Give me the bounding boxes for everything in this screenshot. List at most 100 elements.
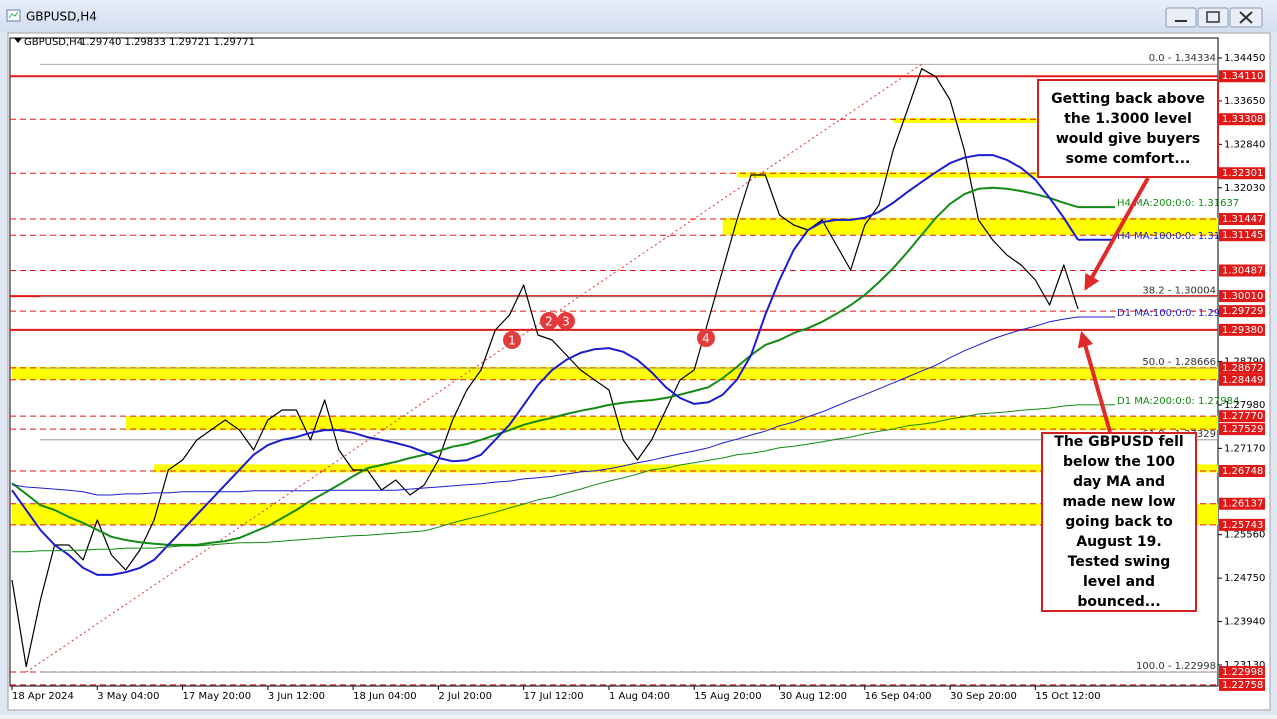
price-label-box: [1219, 305, 1265, 318]
maximize-icon: [1206, 11, 1220, 23]
price-label-box: [1219, 464, 1265, 477]
y-tick-label: 1.32840: [1224, 139, 1265, 150]
price-label: 1.26748: [1222, 466, 1263, 477]
y-tick-label: 1.34450: [1224, 53, 1265, 64]
x-tick-label: 15 Oct 12:00: [1035, 691, 1100, 702]
price-label-box: [1219, 167, 1265, 180]
info-ohlc: 1.29740 1.29833 1.29721 1.29771: [80, 37, 255, 48]
x-tick-label: 18 Apr 2024: [12, 691, 74, 702]
y-tick-label: 1.33650: [1224, 96, 1265, 107]
price-label: 1.27529: [1222, 424, 1263, 435]
price-label-box: [1219, 410, 1265, 423]
y-tick-label: 1.32030: [1224, 183, 1265, 194]
x-tick-label: 2 Jul 20:00: [438, 691, 492, 702]
price-label: 1.33308: [1222, 114, 1263, 125]
price-label-box: [1219, 497, 1265, 510]
price-label: 1.32301: [1222, 168, 1263, 179]
support-zone: [722, 217, 1218, 235]
price-line: [11, 68, 1079, 668]
price-label: 1.28449: [1222, 375, 1263, 386]
price-label-box: [1219, 290, 1265, 303]
price-label-box: [1219, 264, 1265, 277]
maximize-button[interactable]: [1197, 7, 1229, 28]
fib-label: 50.0 - 1.28666: [1142, 357, 1216, 368]
support-zone: [12, 366, 1218, 380]
x-tick-label: 17 May 20:00: [183, 691, 252, 702]
x-tick-label: 30 Sep 20:00: [950, 691, 1017, 702]
ma-label: H4 MA:200:0:0: 1.31637: [1117, 198, 1239, 209]
marker: [557, 312, 575, 330]
x-tick-label: 18 Jun 04:00: [353, 691, 417, 702]
marker-label: 3: [562, 315, 570, 329]
price-label: 1.28672: [1222, 363, 1263, 374]
price-label: 1.25743: [1222, 520, 1263, 531]
x-tick-label: 16 Sep 04:00: [865, 691, 932, 702]
x-tick-label: 17 Jul 12:00: [524, 691, 584, 702]
y-tick-label: 1.24750: [1224, 573, 1265, 584]
support-zone: [736, 172, 1218, 178]
fib-label: 0.0 - 1.34334: [1149, 53, 1216, 64]
price-label: 1.29729: [1222, 306, 1263, 317]
annotation: Getting back above the 1.3000 level woul…: [1037, 79, 1219, 178]
window-title: GBPUSD,H4: [26, 10, 97, 24]
annotation: The GBPUSD fell below the 100 day MA and…: [1041, 432, 1197, 612]
y-tick-label: 1.27170: [1224, 443, 1265, 454]
price-label-box: [1219, 70, 1265, 83]
fib-label: 38.2 - 1.30004: [1142, 285, 1216, 296]
price-label: 1.22998: [1222, 667, 1263, 678]
support-zone: [125, 416, 1218, 431]
ma-label: D1 MA:100:0:0: 1.29616: [1117, 308, 1239, 319]
price-label-box: [1219, 113, 1265, 126]
arrow: [1084, 177, 1150, 291]
y-tick-label: 1.25560: [1224, 530, 1265, 541]
price-label: 1.26137: [1222, 499, 1263, 510]
x-tick-label: 3 Jun 12:00: [268, 691, 325, 702]
price-label: 1.27770: [1222, 411, 1263, 422]
marker-label: 2: [545, 315, 553, 329]
arrow: [1077, 330, 1112, 433]
close-icon: [1239, 11, 1253, 24]
moving-average: [12, 404, 1079, 553]
price-label-box: [1219, 423, 1265, 436]
price-label-box: [1219, 229, 1265, 242]
minimize-button[interactable]: [1165, 7, 1197, 28]
x-tick-label: 15 Aug 20:00: [694, 691, 761, 702]
price-label-box: [1219, 518, 1265, 531]
info-symbol: GBPUSD,H4: [24, 37, 83, 48]
price-label-box: [1219, 213, 1265, 226]
price-label: 1.30487: [1222, 265, 1263, 276]
marker-label: 4: [702, 332, 710, 346]
x-tick-label: 3 May 04:00: [97, 691, 159, 702]
moving-average: [11, 316, 1079, 496]
moving-average: [11, 154, 1079, 576]
title-bar: [0, 0, 1277, 32]
y-tick-label: 1.23130: [1224, 660, 1265, 671]
fib-label: 100.0 - 1.22998: [1136, 661, 1216, 672]
x-tick-label: 30 Aug 12:00: [780, 691, 847, 702]
price-label-box: [1219, 373, 1265, 386]
price-label: 1.31145: [1222, 230, 1263, 241]
price-label: 1.22758: [1222, 680, 1263, 691]
price-label-box: [1219, 361, 1265, 374]
ma-label: D1 MA:200:0:0: 1.27984: [1117, 396, 1239, 407]
price-label-box: [1219, 323, 1265, 336]
x-tick-label: 1 Aug 04:00: [609, 691, 670, 702]
price-label: 1.29380: [1222, 325, 1263, 336]
ma-label: H4 MA:100:0:0: 1.31032: [1117, 231, 1239, 242]
support-zone: [154, 464, 1219, 473]
price-label: 1.30010: [1222, 291, 1263, 302]
price-label-box: [1219, 666, 1265, 679]
window-icon-graph: [8, 11, 19, 19]
marker: [503, 331, 521, 349]
price-label-box: [1219, 678, 1265, 691]
marker: [697, 329, 715, 347]
y-tick-label: 1.27980: [1224, 400, 1265, 411]
moving-average: [11, 186, 1079, 546]
price-label: 1.31447: [1222, 214, 1263, 225]
support-zone: [12, 503, 1218, 526]
plot-area: [9, 37, 1219, 687]
marker: [540, 312, 558, 330]
info-triangle: [14, 38, 22, 43]
y-tick-label: 1.23940: [1224, 617, 1265, 628]
